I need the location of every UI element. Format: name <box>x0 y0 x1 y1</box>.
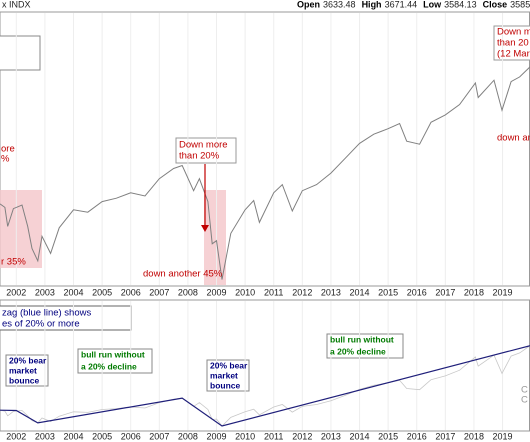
x-tick-label: 2004 <box>63 431 83 441</box>
x-tick-label: 2012 <box>292 287 312 297</box>
annotation: 20% bear <box>210 360 248 370</box>
annotation: C <box>521 395 528 406</box>
x-tick-label: 2009 <box>207 431 227 441</box>
quote-label: Open <box>297 0 320 9</box>
annotation: a 20% decline <box>81 361 137 371</box>
x-tick-label: 2003 <box>35 431 55 441</box>
annotation: bounce <box>9 375 39 385</box>
annotation: than 20% <box>179 151 220 162</box>
x-tick-label: 2007 <box>149 431 169 441</box>
annotation-box <box>206 359 250 392</box>
x-tick-label: 2011 <box>264 287 283 297</box>
quote-value: 3633.48 <box>323 0 356 9</box>
annotation: bounce <box>210 380 240 390</box>
quote-value: 3671.44 <box>385 0 418 9</box>
main-panel <box>0 11 530 287</box>
annotation: zag (blue line) shows <box>2 308 91 319</box>
x-tick-label: 2002 <box>6 287 26 297</box>
x-tick-label: 2011 <box>264 431 283 441</box>
annotation: market <box>9 365 37 375</box>
annotation: ore <box>1 144 15 155</box>
annotation-box <box>5 354 49 387</box>
x-tick-label: 2002 <box>6 431 26 441</box>
x-tick-label: 2009 <box>207 287 227 297</box>
annotation: (12 Marc <box>497 49 530 60</box>
x-tick-label: 2012 <box>292 431 312 441</box>
annotation: % <box>1 154 10 165</box>
quote-label: High <box>362 0 382 9</box>
x-tick-label: 2007 <box>149 287 169 297</box>
annotation: than 20 <box>497 38 529 49</box>
x-tick-label: 2018 <box>464 287 484 297</box>
x-tick-label: 2010 <box>235 431 255 441</box>
x-tick-label: 2013 <box>321 287 341 297</box>
x-tick-label: 2008 <box>178 287 198 297</box>
annotation: 20% bear <box>9 355 47 365</box>
annotation: C <box>521 385 528 396</box>
annotation: r 35% <box>1 257 26 268</box>
x-tick-label: 2015 <box>378 431 398 441</box>
price-line <box>0 345 530 427</box>
x-tick-label: 2005 <box>92 287 112 297</box>
annotation: a 20% decline <box>330 346 386 356</box>
x-tick-label: 2017 <box>435 431 455 441</box>
annotation: market <box>210 370 238 380</box>
x-tick-label: 2019 <box>493 431 513 441</box>
symbol: x INDX <box>2 0 31 9</box>
plot-layer: 2002 2002 2003 2003 2004 2004 2005 2005 2006 2006… <box>0 13 530 441</box>
x-tick-label: 2016 <box>407 431 427 441</box>
x-tick-label: 2004 <box>63 287 83 297</box>
x-tick-label: 2010 <box>235 287 255 297</box>
annotation: down an <box>497 133 530 144</box>
annotation: es of 20% or more <box>2 319 80 330</box>
x-tick-label: 2006 <box>121 431 141 441</box>
x-tick-label: 2013 <box>321 431 341 441</box>
x-tick-label: 2017 <box>435 287 455 297</box>
annotation: bull run without <box>81 349 145 359</box>
annotation: Down m <box>497 27 530 38</box>
annotation-box <box>175 137 237 164</box>
quote-value: 3585.62 <box>510 0 530 9</box>
x-tick-label: 2014 <box>350 431 370 441</box>
annotation-box <box>77 348 153 374</box>
quote-label: Close <box>483 0 508 9</box>
quote-label: Low <box>423 0 442 9</box>
x-tick-label: 2008 <box>178 431 198 441</box>
annotation: down another 45% <box>143 269 223 280</box>
annotation-box <box>326 333 404 359</box>
x-tick-label: 2016 <box>407 287 427 297</box>
annotation-box <box>493 25 530 61</box>
annotation: Down more <box>179 140 228 151</box>
x-tick-label: 2015 <box>378 287 398 297</box>
quote-value: 3584.13 <box>444 0 477 9</box>
x-tick-label: 2014 <box>350 287 370 297</box>
arrow-head <box>201 225 209 232</box>
x-tick-label: 2018 <box>464 431 484 441</box>
x-tick-label: 2003 <box>35 287 55 297</box>
price-line <box>0 66 530 280</box>
price-line <box>0 345 530 427</box>
x-tick-label: 2006 <box>121 287 141 297</box>
x-tick-label: 2005 <box>92 431 112 441</box>
x-tick-label: 2019 <box>493 287 513 297</box>
annotation: bull run without <box>330 334 394 344</box>
legend-box <box>0 35 41 71</box>
